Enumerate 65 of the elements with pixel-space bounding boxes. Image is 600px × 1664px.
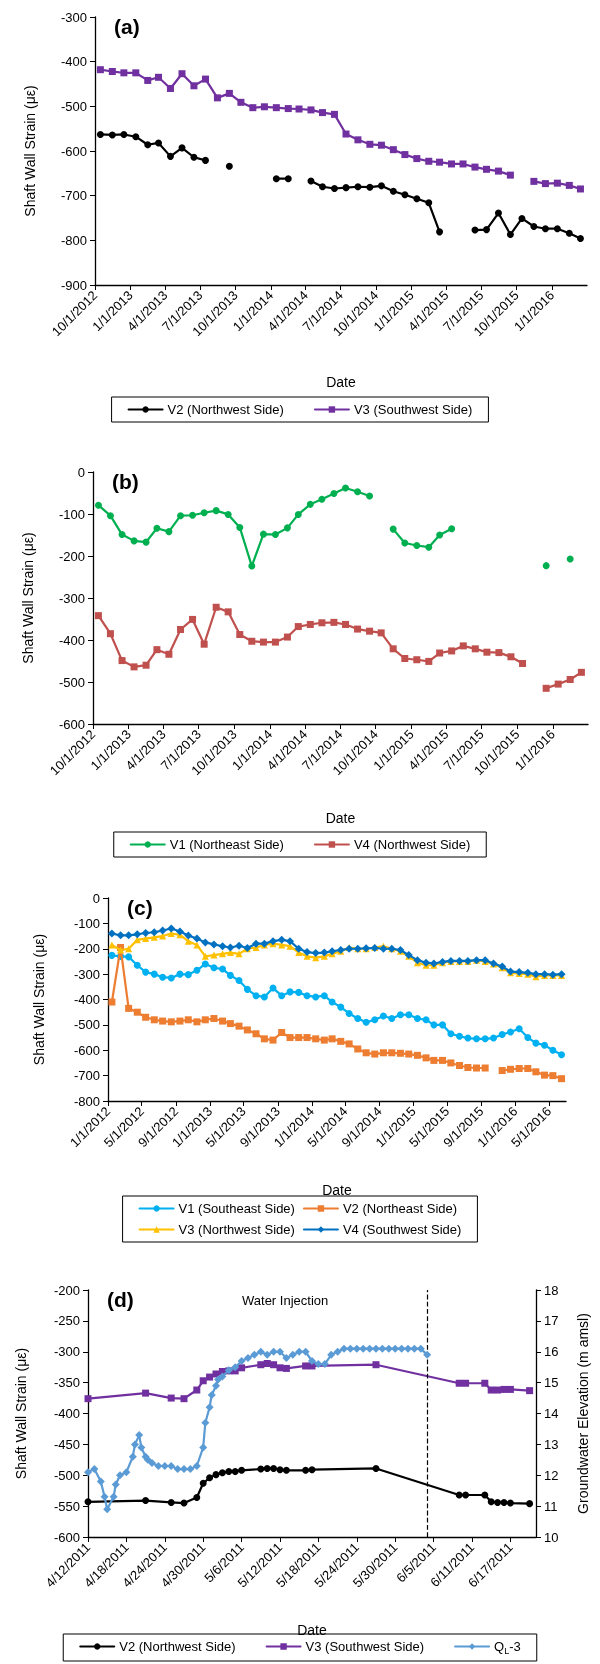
y-tick-label: -350 (53, 1375, 80, 1391)
y2-tick-label: 16 (544, 1344, 559, 1360)
y2-axis-title: Groundwater Elevation (m amsl) (575, 1313, 591, 1514)
legend-label: V4 (Northwest Side) (353, 837, 471, 852)
y2-tick-label: 13 (544, 1436, 559, 1452)
y-tick-label: -400 (58, 632, 85, 648)
y2-tick-label: 14 (544, 1406, 559, 1421)
y-tick-label: -100 (73, 915, 100, 931)
y-tick-label: -800 (73, 1093, 100, 1109)
legend-label: V2 (Northwest Side) (167, 402, 284, 417)
legend-label: V2 (Northeast Side) (342, 1201, 458, 1216)
y2-tick-label: 15 (544, 1375, 559, 1391)
y-axis-title: Shaft Wall Strain (με) (22, 85, 38, 217)
y-tick-label: -450 (53, 1436, 80, 1452)
legend-label: V3 (Northwest Side) (178, 1222, 295, 1237)
y-tick-label: -300 (60, 9, 87, 25)
x-axis-title: Date (297, 1622, 327, 1638)
y-tick-label: -900 (60, 277, 87, 293)
y2-tick-label: 18 (544, 1282, 559, 1298)
legend-label: V2 (Northwest Side) (119, 1639, 236, 1654)
chart-title: (b) (112, 470, 139, 493)
legend-label: V1 (Northeast Side) (169, 837, 284, 852)
y-tick-label: -500 (53, 1467, 80, 1483)
y2-tick-label: 10 (544, 1529, 559, 1545)
legend-label: V4 (Southwest Side) (342, 1222, 462, 1237)
y-tick-label: -250 (53, 1313, 80, 1329)
y-tick-label: -550 (53, 1498, 80, 1514)
y-axis-title: Shaft Wall Strain (με) (13, 1347, 29, 1480)
legend-label: V3 (Southwest Side) (305, 1639, 425, 1654)
y-tick-label: 0 (77, 464, 85, 480)
y-tick-label: 0 (92, 890, 100, 906)
x-axis-title: Date (325, 810, 356, 826)
legend-label: V3 (Southwest Side) (353, 402, 473, 417)
y-tick-label: -600 (58, 716, 85, 732)
chart-title: (c) (127, 896, 153, 919)
y-tick-label: -500 (60, 98, 87, 114)
y-tick-label: -300 (73, 966, 100, 982)
y-tick-label: -300 (58, 590, 85, 606)
y-tick-label: -100 (58, 506, 85, 522)
y2-tick-label: 17 (544, 1313, 559, 1329)
legend-label: V1 (Southeast Side) (178, 1201, 295, 1216)
y-tick-label: -200 (58, 548, 85, 564)
chart-title: (a) (114, 15, 140, 38)
y2-tick-label: 11 (544, 1498, 558, 1514)
x-axis-title: Date (326, 374, 356, 390)
y-tick-label: -700 (60, 188, 87, 204)
x-axis-title: Date (322, 1182, 352, 1198)
y-tick-label: -600 (60, 143, 87, 159)
y-tick-label: -600 (53, 1529, 80, 1545)
y2-tick-label: 12 (544, 1467, 559, 1483)
y-tick-label: -500 (73, 1017, 100, 1033)
y-tick-label: -600 (73, 1042, 100, 1058)
y-tick-label: -200 (73, 941, 100, 957)
y-tick-label: -500 (58, 674, 85, 690)
annotation: Water Injection (242, 1293, 329, 1308)
y-tick-label: -400 (53, 1406, 80, 1421)
y-axis-title: Shaft Wall Strain (με) (31, 933, 47, 1066)
y-tick-label: -700 (73, 1068, 100, 1084)
chart-title: (d) (107, 1288, 134, 1311)
y-tick-label: -300 (53, 1344, 80, 1360)
y-tick-label: -400 (73, 992, 100, 1007)
y-tick-label: -800 (60, 232, 87, 248)
y-tick-label: -400 (60, 54, 87, 70)
y-axis-title: Shaft Wall Strain (με) (20, 532, 36, 664)
y-tick-label: -200 (53, 1282, 80, 1298)
